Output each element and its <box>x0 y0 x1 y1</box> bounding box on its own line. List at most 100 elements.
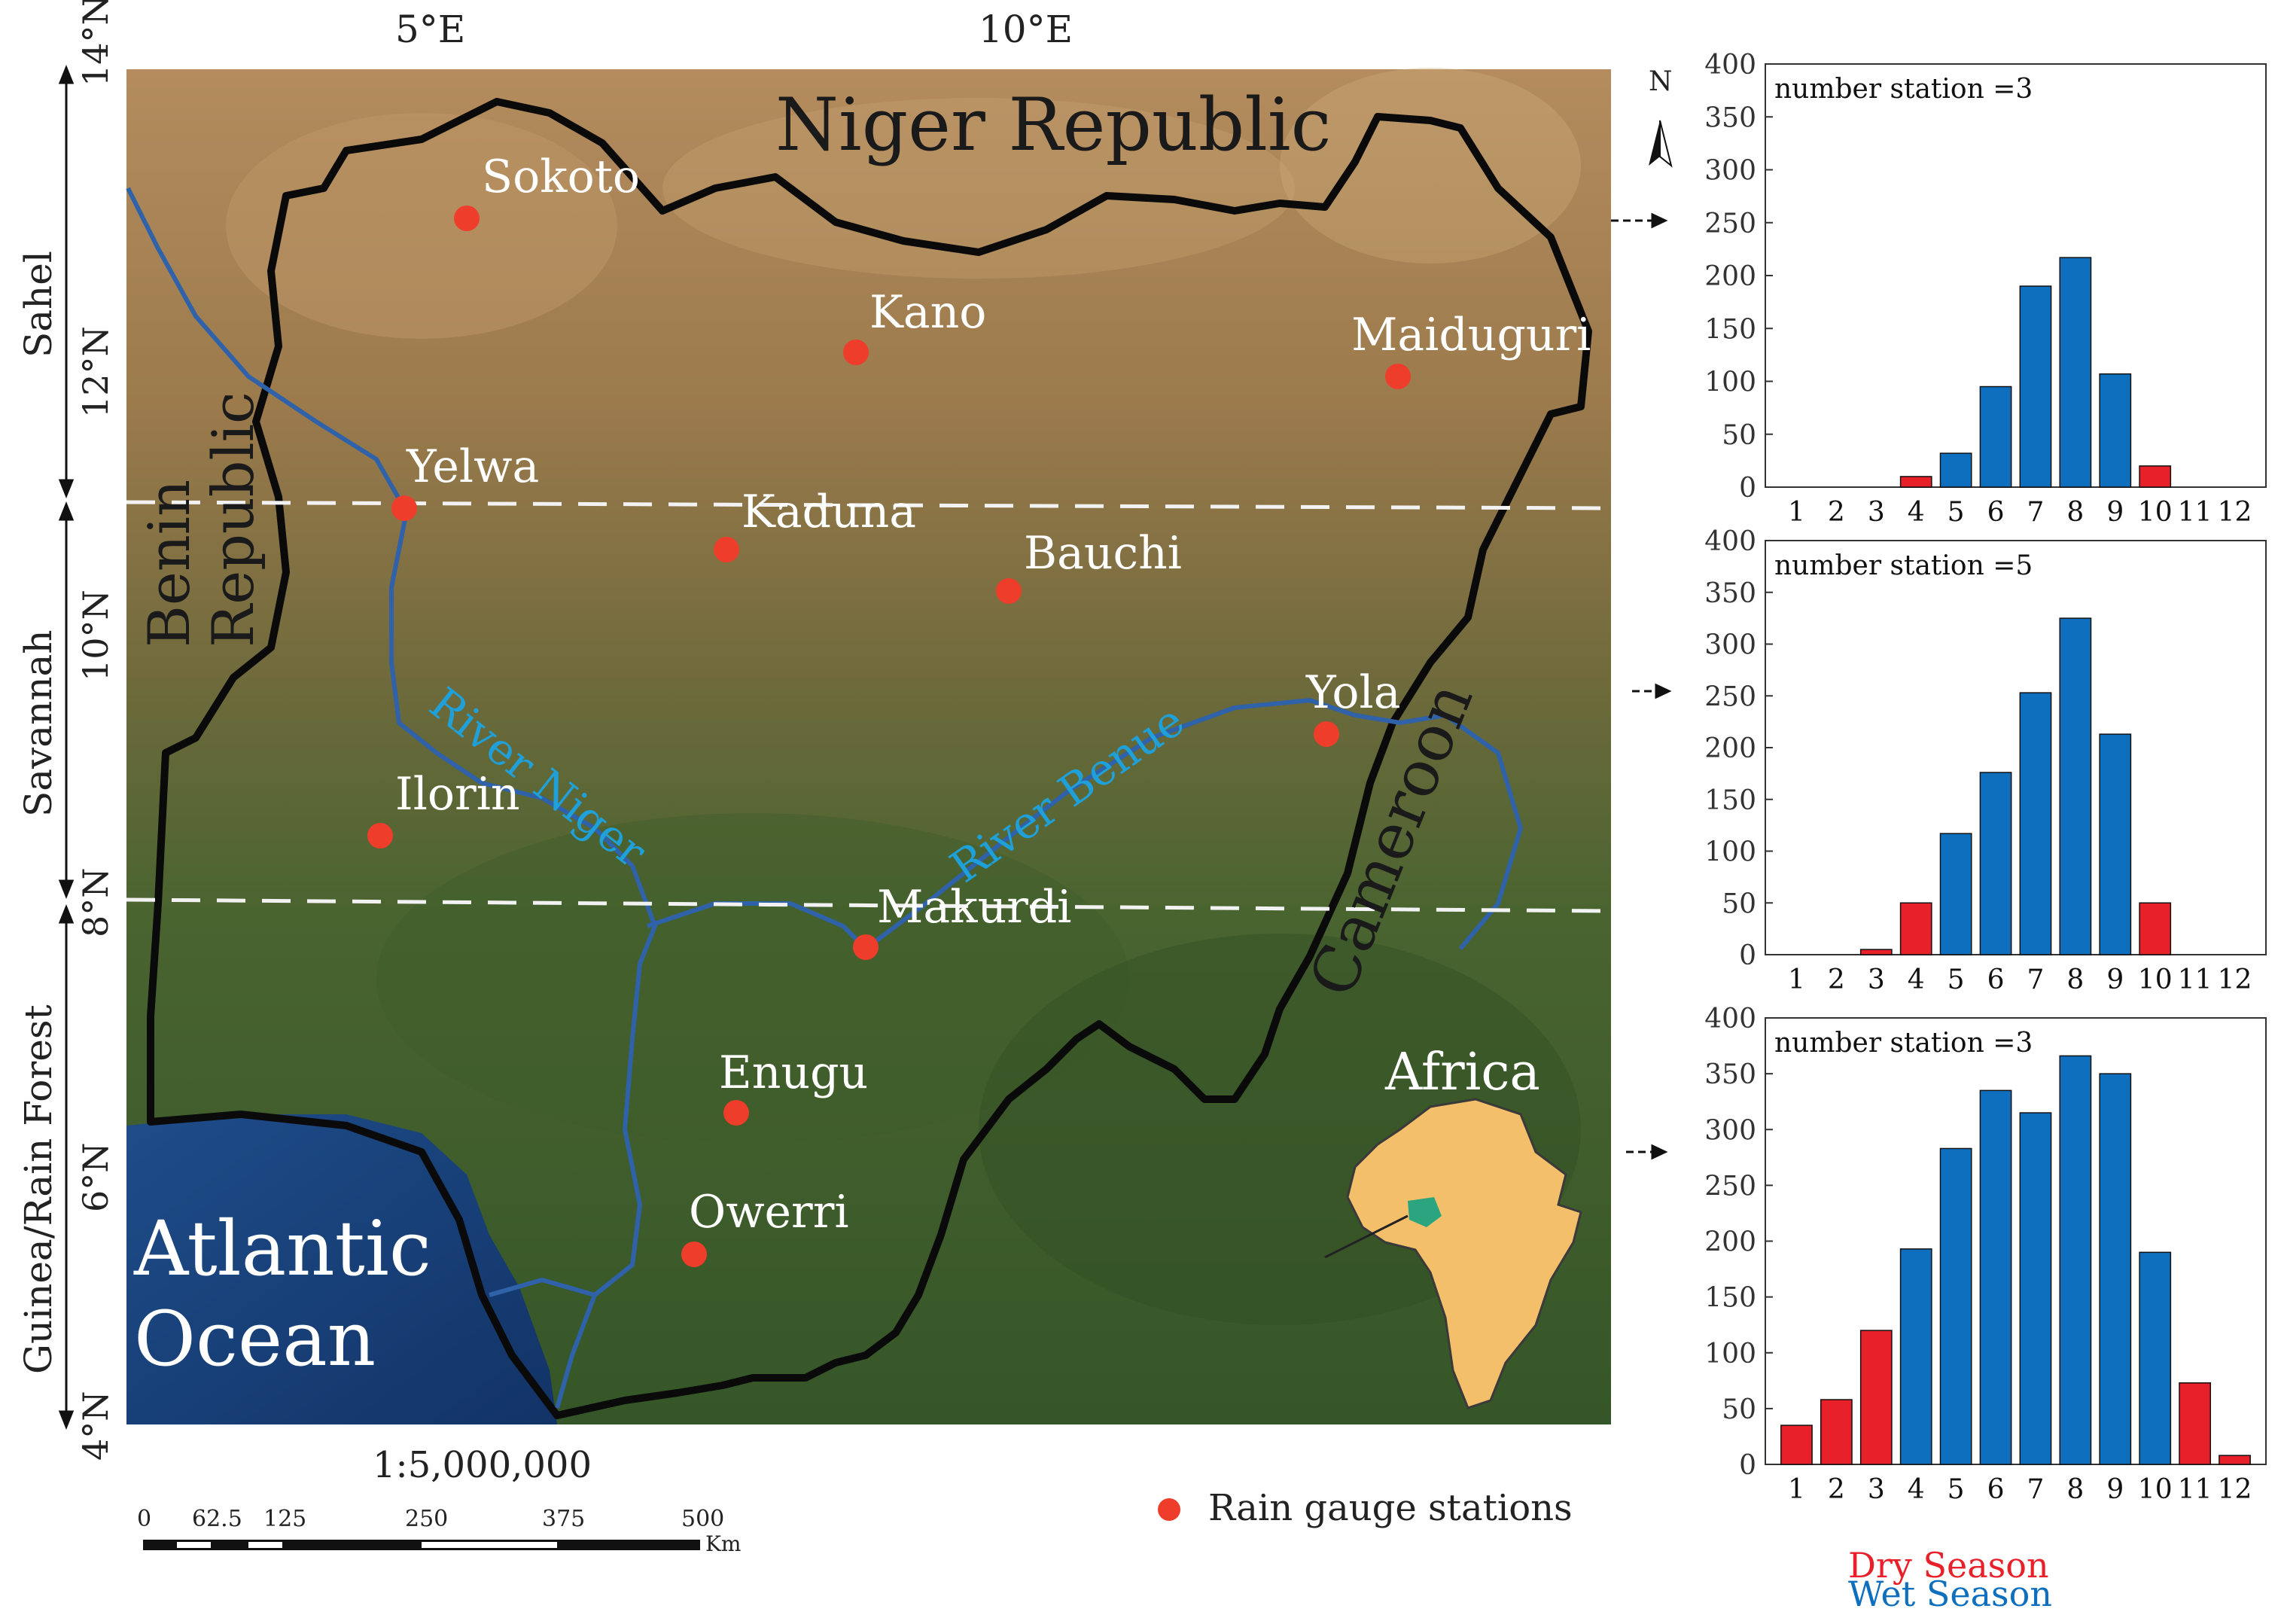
station-marker-kano <box>843 340 869 365</box>
bar-month-10 <box>2139 1251 2172 1465</box>
terrain-patch <box>662 98 1295 279</box>
country-label-niger: Niger Republic <box>775 83 1332 167</box>
station-label-makurdi: Makurdi <box>877 881 1072 934</box>
x-tick-label: 9 <box>2106 497 2124 528</box>
scale-tick-62: 62.5 <box>192 1506 242 1532</box>
y-tick-label: 350 <box>1704 1059 1756 1090</box>
y-tick-label: 250 <box>1704 1171 1756 1202</box>
station-marker-maiduguri <box>1385 364 1411 389</box>
x-tick-label: 5 <box>1948 497 1965 528</box>
station-marker-ilorin <box>367 823 393 849</box>
nigeria-boundary <box>147 98 1592 1419</box>
y-tick-label: 250 <box>1704 681 1756 712</box>
scale-tick-375: 375 <box>542 1506 586 1532</box>
x-tick-label: 2 <box>1828 497 1845 528</box>
y-tick-label: 250 <box>1704 209 1756 239</box>
y-tick-label: 350 <box>1704 578 1756 609</box>
station-label-kaduna: Kaduna <box>742 486 917 538</box>
africa-inset <box>1324 1098 1582 1409</box>
x-tick-label: 12 <box>2218 1474 2252 1505</box>
terrain-patch <box>226 113 617 339</box>
river-niger-delta <box>489 1277 595 1297</box>
scale-tick-125: 125 <box>263 1506 307 1532</box>
x-tick-label: 10 <box>2138 1474 2173 1505</box>
river-niger <box>126 187 658 1409</box>
histogram-panel-2: 0 50 100 150 200 250 300 350 400 number station =… <box>1704 526 2267 995</box>
x-tick-label: 1 <box>1788 497 1805 528</box>
bar-month-9 <box>2099 733 2132 955</box>
x-tick-label: 9 <box>2106 964 2124 995</box>
histogram-title: number station =3 <box>1774 74 2033 105</box>
bar-month-6 <box>1979 772 2012 955</box>
legend-station-marker <box>1158 1498 1180 1521</box>
bar-month-10 <box>2139 465 2172 488</box>
station-marker-kaduna <box>714 537 739 562</box>
bar-month-2 <box>1820 1399 1853 1465</box>
bar-month-9 <box>2099 1073 2132 1465</box>
bar-month-11 <box>2179 1382 2212 1465</box>
y-tick-label: 350 <box>1704 102 1756 133</box>
nigeria-highlight <box>1408 1197 1442 1227</box>
river-benue <box>647 697 1524 952</box>
africa-continent <box>1346 1098 1582 1409</box>
scale-ratio: 1:5,000,000 <box>373 1444 592 1486</box>
bar-month-6 <box>1979 1089 2012 1465</box>
bar-month-8 <box>2059 617 2092 955</box>
x-tick-label: 12 <box>2218 497 2252 528</box>
bar-month-4 <box>1899 902 1932 955</box>
y-tick-label: 50 <box>1722 1394 1756 1425</box>
y-tick-label: 50 <box>1722 420 1756 451</box>
histogram-title: number station =5 <box>1774 550 2033 581</box>
inset-pointer <box>1324 1214 1408 1259</box>
bar-month-9 <box>2099 373 2132 488</box>
station-marker-bauchi <box>996 578 1022 604</box>
y-tick-label: 200 <box>1704 1227 1756 1258</box>
y-tick-label: 0 <box>1739 940 1756 971</box>
x-tick-label: 7 <box>2027 1474 2045 1505</box>
ocean <box>126 1114 557 1424</box>
x-tick-label: 4 <box>1908 1474 1925 1505</box>
bar-month-1 <box>1780 1424 1813 1465</box>
terrain-patch <box>376 813 1129 1144</box>
station-label-sokoto: Sokoto <box>482 151 640 203</box>
y-tick-label: 400 <box>1704 526 1756 557</box>
station-label-bauchi: Bauchi <box>1024 527 1182 580</box>
station-label-enugu: Enugu <box>719 1047 869 1099</box>
bar-month-10 <box>2139 902 2172 955</box>
station-marker-owerri <box>681 1242 707 1267</box>
x-tick-label: 12 <box>2218 964 2252 995</box>
x-tick-label: 1 <box>1788 964 1805 995</box>
x-tick-label: 7 <box>2027 964 2045 995</box>
legend-dry-season: Dry Season <box>1848 1545 2049 1586</box>
top-tick-10e: 10°E <box>979 8 1074 51</box>
y-tick-label: 100 <box>1704 837 1756 868</box>
station-marker-yelwa <box>391 495 417 521</box>
bar-month-12 <box>2219 1455 2251 1465</box>
north-arrow-label: N <box>1649 66 1673 97</box>
station-label-maiduguri: Maiduguri <box>1351 309 1591 361</box>
y-tick-label: 200 <box>1704 261 1756 292</box>
y-tick-label: 150 <box>1704 314 1756 345</box>
x-tick-label: 1 <box>1788 1474 1805 1505</box>
histogram-frame <box>1765 63 2267 488</box>
x-tick-label: 2 <box>1828 964 1845 995</box>
scale-tick-250: 250 <box>405 1506 449 1532</box>
north-arrow-icon <box>1649 120 1673 168</box>
bar-month-7 <box>2019 1112 2052 1465</box>
y-tick-label: 300 <box>1704 156 1756 187</box>
y-tick-label: 400 <box>1704 50 1756 81</box>
y-tick-label: 100 <box>1704 367 1756 398</box>
x-tick-label: 5 <box>1948 964 1965 995</box>
bar-month-5 <box>1939 1147 1972 1465</box>
x-tick-label: 4 <box>1908 497 1925 528</box>
pointer-arrows <box>1611 212 1672 1160</box>
x-tick-label: 3 <box>1868 1474 1885 1505</box>
bar-month-3 <box>1859 949 1893 955</box>
scale-tick-0: 0 <box>137 1506 152 1532</box>
scale-tick-500: 500 <box>681 1506 725 1532</box>
station-label-yola: Yola <box>1306 666 1401 719</box>
bar-month-6 <box>1979 385 2012 488</box>
bar-month-8 <box>2059 257 2092 488</box>
station-markers <box>367 206 1411 1267</box>
bar-month-4 <box>1899 1248 1932 1465</box>
